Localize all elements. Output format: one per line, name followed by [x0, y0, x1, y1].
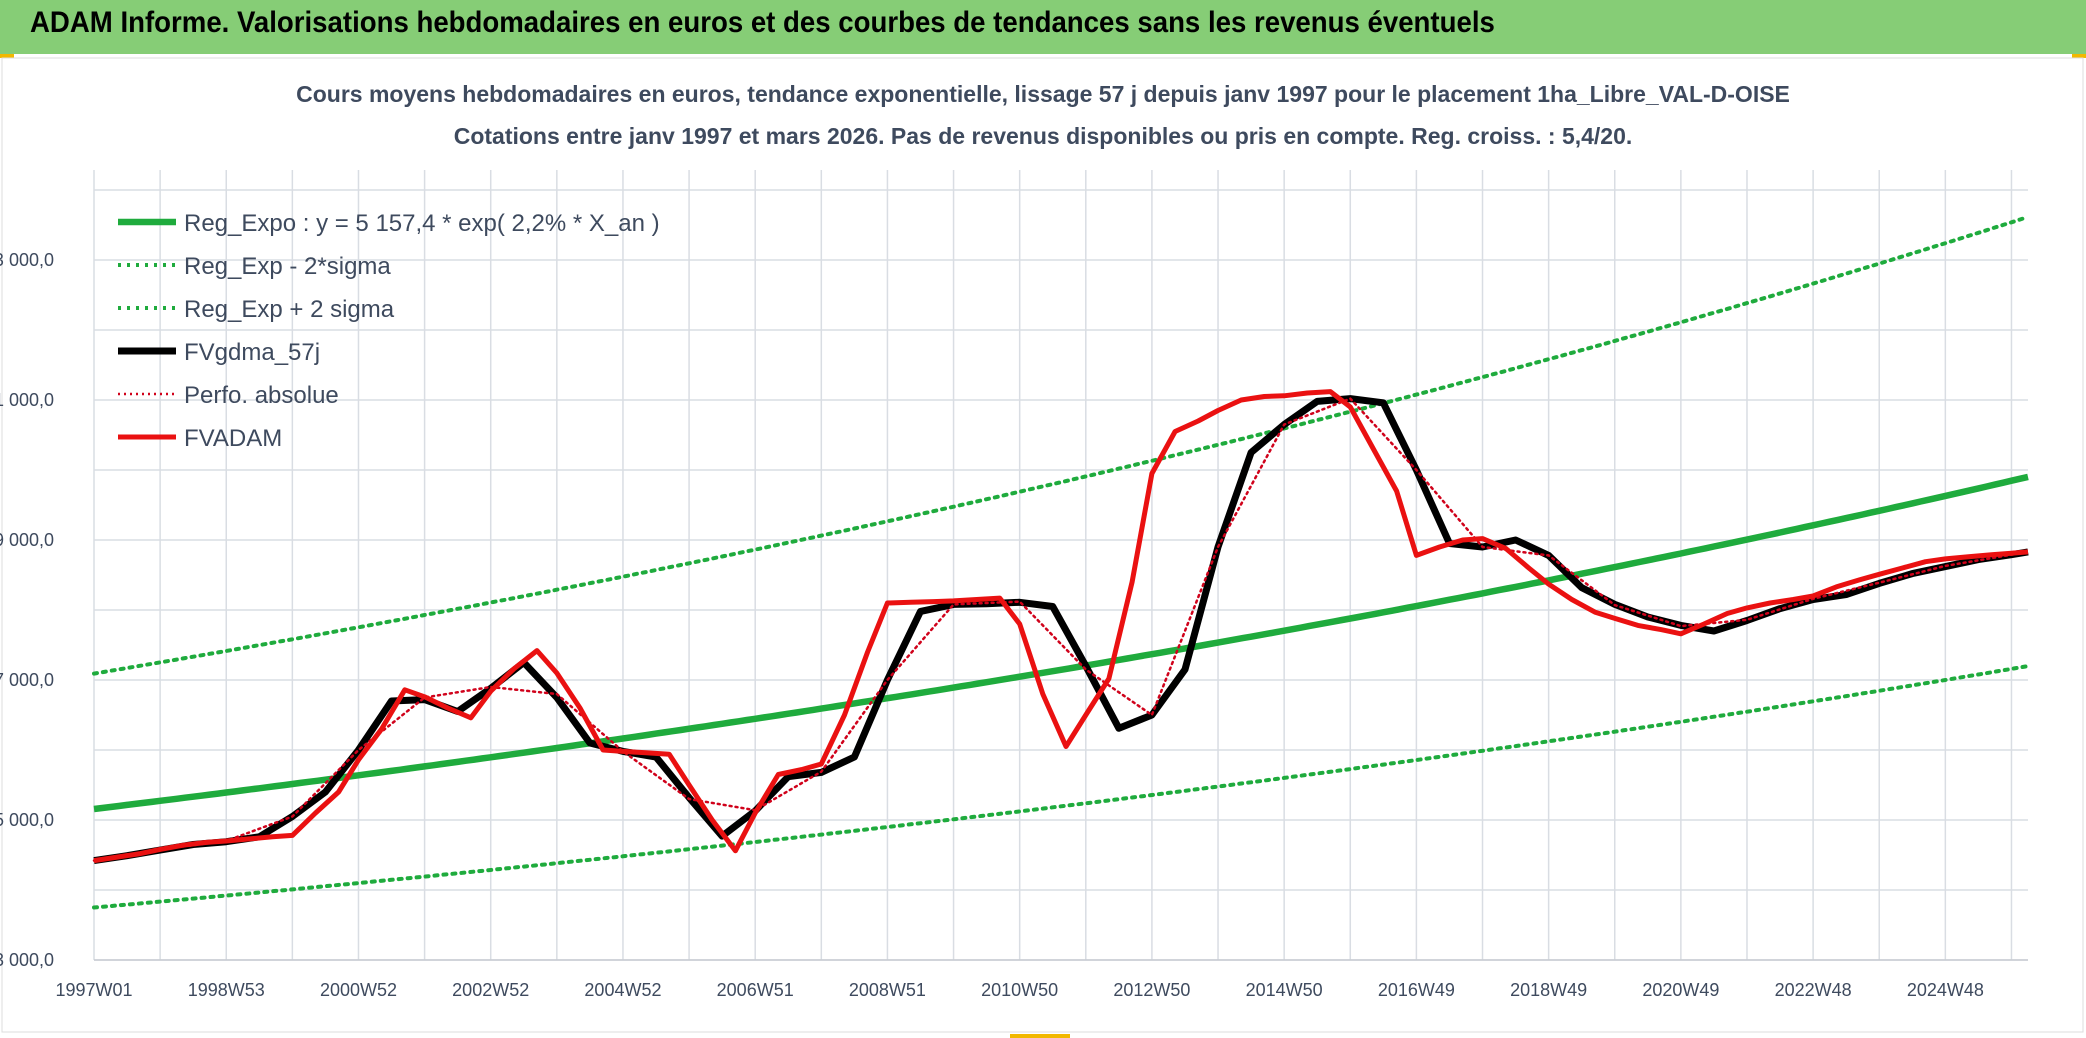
x-tick-label: 2018W49	[1510, 980, 1587, 1000]
legend-label: Reg_Expo : y = 5 157,4 * exp( 2,2% * X_a…	[184, 210, 660, 237]
x-tick-label: 2004W52	[584, 980, 661, 1000]
x-axis-ticks: 1997W01 1998W53 2000W52 2002W52 2004W52 2006W…	[55, 980, 1983, 1000]
legend-item-reg-exp-plus: Reg_Exp + 2 sigma	[118, 296, 395, 323]
y-tick-label: 7 000,0	[0, 670, 54, 690]
fvadam-line	[93, 389, 2029, 864]
corner-accent-bottom	[1010, 1034, 1070, 1038]
page-title: ADAM Informe. Valorisations hebdomadaire…	[30, 6, 1495, 39]
x-tick-label: 2020W49	[1642, 980, 1719, 1000]
series-lines	[92, 215, 2030, 910]
x-tick-label: 2012W50	[1113, 980, 1190, 1000]
reg-exp-minus-2sigma-line	[92, 664, 2030, 910]
legend-item-reg-expo: Reg_Expo : y = 5 157,4 * exp( 2,2% * X_a…	[118, 210, 660, 237]
legend-item-fvgdma: FVgdma_57j	[118, 339, 320, 366]
y-tick-label: 9 000,0	[0, 530, 54, 550]
chart-plot-frame	[1, 57, 2084, 1033]
x-tick-label: 1997W01	[55, 980, 132, 1000]
legend-label: FVgdma_57j	[184, 339, 320, 366]
x-tick-label: 2002W52	[452, 980, 529, 1000]
header-bar: ADAM Informe. Valorisations hebdomadaire…	[0, 0, 2086, 54]
x-tick-label: 2010W50	[981, 980, 1058, 1000]
legend-label: Reg_Exp - 2*sigma	[184, 253, 391, 280]
corner-accent-top-left	[0, 54, 14, 58]
gridlines	[93, 170, 2028, 961]
x-tick-label: 2016W49	[1378, 980, 1455, 1000]
x-tick-label: 1998W53	[188, 980, 265, 1000]
y-axis-ticks: 3 000,0 5 000,0 7 000,0 9 000,0 11 000,0 13 0…	[0, 250, 54, 970]
y-tick-label: 3 000,0	[0, 950, 54, 970]
reg-expo-line	[93, 473, 2029, 813]
x-tick-label: 2000W52	[320, 980, 397, 1000]
chart-title: Cours moyens hebdomadaires en euros, ten…	[296, 81, 1790, 107]
y-tick-label: 13 000,0	[0, 250, 54, 270]
legend: Reg_Expo : y = 5 157,4 * exp( 2,2% * X_a…	[118, 210, 660, 452]
x-tick-label: 2008W51	[849, 980, 926, 1000]
legend-label: Perfo. absolue	[184, 382, 339, 409]
chart-subtitle: Cotations entre janv 1997 et mars 2026. …	[454, 123, 1633, 149]
x-tick-label: 2014W50	[1246, 980, 1323, 1000]
y-tick-label: 11 000,0	[0, 390, 54, 410]
corner-accent-top-right	[2072, 54, 2086, 58]
reg-exp-plus-2sigma-line	[92, 215, 2030, 676]
x-tick-label: 2024W48	[1907, 980, 1984, 1000]
legend-item-reg-exp-minus: Reg_Exp - 2*sigma	[118, 253, 391, 280]
fvgdma-57j-line	[93, 395, 2029, 865]
x-tick-label: 2006W51	[717, 980, 794, 1000]
legend-item-fvadam: FVADAM	[118, 425, 282, 452]
chart-area: Cours moyens hebdomadaires en euros, ten…	[0, 57, 2084, 1033]
legend-label: FVADAM	[184, 425, 282, 452]
perfo-absolue-line	[92, 397, 2030, 862]
y-tick-label: 5 000,0	[0, 810, 54, 830]
x-tick-label: 2022W48	[1775, 980, 1852, 1000]
legend-label: Reg_Exp + 2 sigma	[184, 296, 395, 323]
legend-item-perfo: Perfo. absolue	[118, 382, 339, 409]
